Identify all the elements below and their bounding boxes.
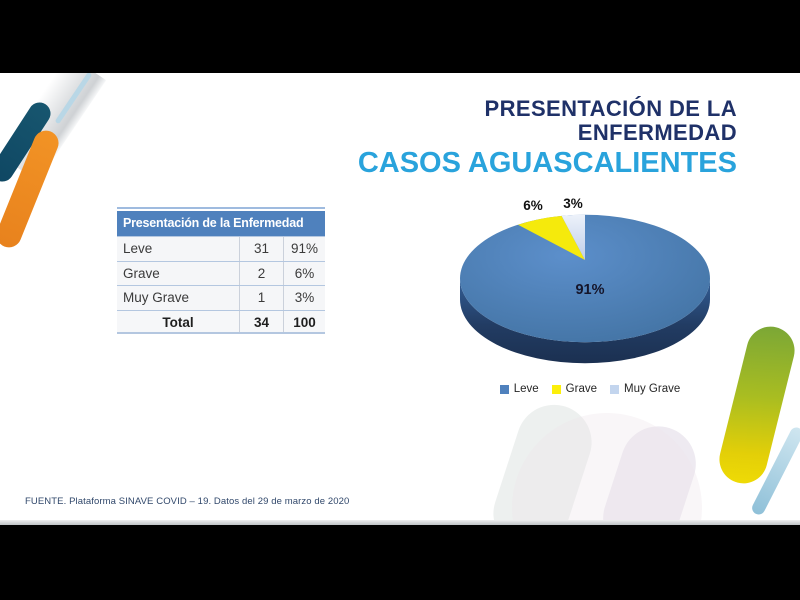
table-row: Grave 2 6%	[117, 260, 325, 285]
table-row: Muy Grave 1 3%	[117, 285, 325, 310]
row-count: 1	[240, 286, 284, 310]
title-line-1: PRESENTACIÓN DE LA	[484, 96, 737, 121]
legend-item-muy-grave: Muy Grave	[610, 383, 680, 395]
row-count: 2	[240, 261, 284, 285]
row-label: Grave	[117, 261, 240, 285]
row-percent: 91%	[290, 241, 319, 256]
pie-chart: 6% 3% 91%	[440, 193, 740, 393]
pie-slice-leve	[460, 214, 710, 343]
legend-label-muy-grave: Muy Grave	[624, 383, 681, 395]
pie-label-grave: 6%	[523, 198, 543, 213]
title-subtitle: CASOS AGUASCALIENTES	[357, 146, 737, 179]
row-percent: 3%	[294, 290, 315, 305]
row-label: Leve	[117, 237, 240, 261]
legend-label-leve: Leve	[513, 383, 539, 395]
row-label: Muy Grave	[117, 286, 240, 310]
legend-label-grave: Grave	[565, 383, 597, 395]
pie-label-leve: 91%	[575, 282, 604, 298]
row-percent: 6%	[294, 265, 315, 281]
pie-slice-muy-grave	[561, 214, 585, 260]
table-header: Presentación de la Enfermedad	[117, 211, 325, 236]
legend-swatch-muy-grave	[610, 384, 619, 394]
disease-presentation-table: Presentación de la Enfermedad Leve 31 91…	[117, 207, 325, 334]
pie-side-depth	[460, 278, 710, 364]
table-top-border	[117, 207, 325, 209]
title-line-2: ENFERMEDAD	[577, 120, 737, 146]
total-count: 34	[240, 310, 284, 332]
letterbox-bar-bottom	[0, 525, 800, 600]
chart-legend: Leve Grave Muy Grave	[440, 383, 740, 395]
row-count: 31	[240, 237, 284, 261]
letterbox-bar-top	[0, 0, 800, 73]
total-label: Total	[117, 310, 240, 332]
pie-slice-grave	[518, 215, 585, 260]
legend-swatch-leve	[499, 384, 509, 394]
legend-item-leve: Leve	[499, 383, 539, 395]
slide-title-block: PRESENTACIÓN DE LA ENFERMEDAD CASOS AGUA…	[357, 96, 737, 180]
table-total-row: Total 34 100	[117, 309, 325, 334]
slide-bottom-edge	[0, 520, 800, 525]
total-percent: 100	[293, 314, 316, 330]
presentation-slide: PRESENTACIÓN DE LA ENFERMEDAD CASOS AGUA…	[0, 73, 800, 525]
legend-item-grave: Grave	[551, 383, 597, 395]
table-row: Leve 31 91%	[117, 236, 325, 261]
source-note: FUENTE. Plataforma SINAVE COVID – 19. Da…	[25, 496, 350, 507]
legend-swatch-grave	[551, 384, 561, 394]
pie-chart-svg: 6% 3% 91%	[460, 196, 710, 364]
pie-label-muy-grave: 3%	[563, 196, 583, 211]
